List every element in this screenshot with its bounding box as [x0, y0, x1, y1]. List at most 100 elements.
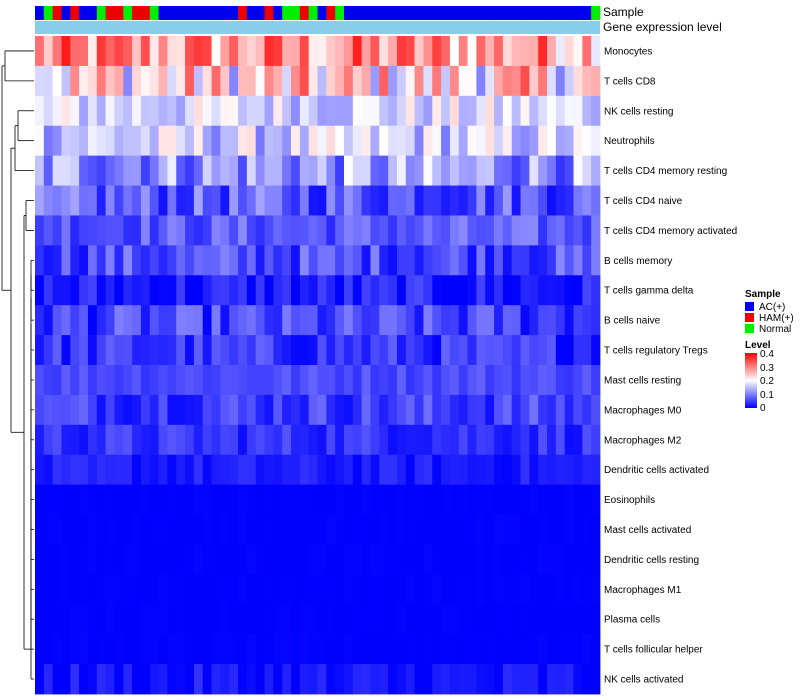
- heatmap-cell: [591, 514, 601, 545]
- sample-annotation-cell: [167, 6, 177, 20]
- heatmap-cell: [423, 125, 433, 157]
- heatmap-cell: [149, 664, 159, 695]
- sample-annotation-cell: [361, 6, 371, 20]
- heatmap-cell: [291, 95, 301, 127]
- heatmap-cell: [564, 604, 574, 635]
- sample-annotation-cell: [193, 6, 204, 20]
- heatmap-cell: [511, 664, 521, 695]
- heatmap-cell: [361, 305, 371, 336]
- heatmap-cell: [282, 36, 292, 67]
- sample-annotation-cell: [246, 6, 257, 20]
- heatmap-cell: [229, 604, 239, 635]
- heatmap-cell: [538, 335, 548, 366]
- heatmap-cell: [202, 245, 212, 276]
- heatmap-cell: [343, 424, 354, 456]
- heatmap-cell: [476, 365, 486, 396]
- heatmap-cell: [61, 95, 71, 127]
- heatmap-cell: [79, 275, 89, 306]
- heatmap-cell: [326, 125, 336, 157]
- heatmap-cell: [167, 484, 177, 515]
- heatmap-cell: [361, 604, 371, 635]
- heatmap-cell: [43, 36, 54, 67]
- row-label: T cells CD4 naive: [604, 196, 683, 207]
- heatmap-cell: [343, 305, 354, 336]
- heatmap-cell: [352, 574, 363, 605]
- heatmap-cell: [96, 365, 107, 396]
- heatmap-cell: [352, 36, 363, 67]
- sample-annotation-cell: [176, 6, 186, 20]
- heatmap-cell: [308, 454, 318, 486]
- heatmap-cell: [282, 125, 292, 157]
- heatmap-cell: [317, 125, 327, 157]
- heatmap-cell: [414, 95, 424, 127]
- heatmap-cell: [405, 275, 416, 306]
- heatmap-cell: [96, 305, 107, 336]
- heatmap-cell: [132, 634, 142, 665]
- heatmap-cell: [467, 215, 477, 246]
- heatmap-cell: [343, 634, 354, 665]
- heatmap-cell: [202, 215, 212, 246]
- heatmap-cell: [423, 305, 433, 336]
- heatmap-cell: [511, 125, 521, 157]
- heatmap-cell: [405, 514, 416, 545]
- heatmap-cell: [96, 125, 107, 157]
- heatmap-cell: [246, 514, 257, 545]
- heatmap-cell: [185, 514, 195, 545]
- heatmap-cell: [185, 604, 195, 635]
- heatmap-cell: [202, 634, 212, 665]
- heatmap-cell: [361, 664, 371, 695]
- sample-annotation-cell: [114, 6, 124, 20]
- heatmap-cell: [458, 484, 468, 515]
- heatmap-cell: [35, 544, 45, 575]
- heatmap-cell: [432, 365, 442, 396]
- heatmap-cell: [547, 95, 557, 127]
- sample-annotation-cell: [396, 6, 407, 20]
- heatmap-cell: [96, 36, 107, 67]
- heatmap-cell: [467, 604, 477, 635]
- heatmap-cell: [123, 275, 133, 306]
- heatmap-cell: [326, 514, 336, 545]
- heatmap-cell: [291, 365, 301, 396]
- heatmap-cell: [591, 185, 601, 216]
- heatmap-cell: [529, 245, 539, 276]
- heatmap-cell: [123, 544, 133, 575]
- heatmap-cell: [61, 65, 71, 97]
- heatmap-cell: [352, 335, 363, 366]
- heatmap-cell: [202, 95, 212, 127]
- heatmap-cell: [396, 36, 407, 67]
- heatmap-cell: [538, 604, 548, 635]
- heatmap-cell: [494, 394, 504, 426]
- heatmap-cell: [308, 514, 318, 545]
- heatmap-cell: [388, 484, 398, 515]
- heatmap-cell: [246, 305, 257, 336]
- heatmap-cell: [140, 155, 151, 186]
- heatmap-cell: [423, 245, 433, 276]
- heatmap-cell: [511, 95, 521, 127]
- sample-annotation-cell: [538, 6, 548, 20]
- heatmap-cell: [414, 514, 424, 545]
- heatmap-cell: [158, 484, 168, 515]
- heatmap-cell: [414, 604, 424, 635]
- heatmap-cell: [114, 394, 124, 426]
- sample-annotation-cell: [414, 6, 424, 20]
- heatmap-cell: [555, 544, 566, 575]
- heatmap-cell: [467, 95, 477, 127]
- heatmap-cell: [326, 394, 336, 426]
- heatmap-cell: [370, 664, 380, 695]
- heatmap-cell: [449, 36, 460, 67]
- heatmap-cell: [291, 335, 301, 366]
- heatmap-cell: [185, 454, 195, 486]
- heatmap-cell: [555, 484, 566, 515]
- heatmap-cell: [52, 95, 62, 127]
- heatmap-cell: [476, 245, 486, 276]
- heatmap-cell: [405, 125, 416, 157]
- heatmap-cell: [564, 245, 574, 276]
- heatmap-cell: [441, 305, 451, 336]
- heatmap-cell: [476, 544, 486, 575]
- heatmap-cell: [343, 454, 354, 486]
- heatmap-cell: [211, 245, 221, 276]
- heatmap-cell: [35, 484, 45, 515]
- heatmap-cell: [123, 394, 133, 426]
- heatmap-cell: [96, 394, 107, 426]
- heatmap-cell: [52, 664, 62, 695]
